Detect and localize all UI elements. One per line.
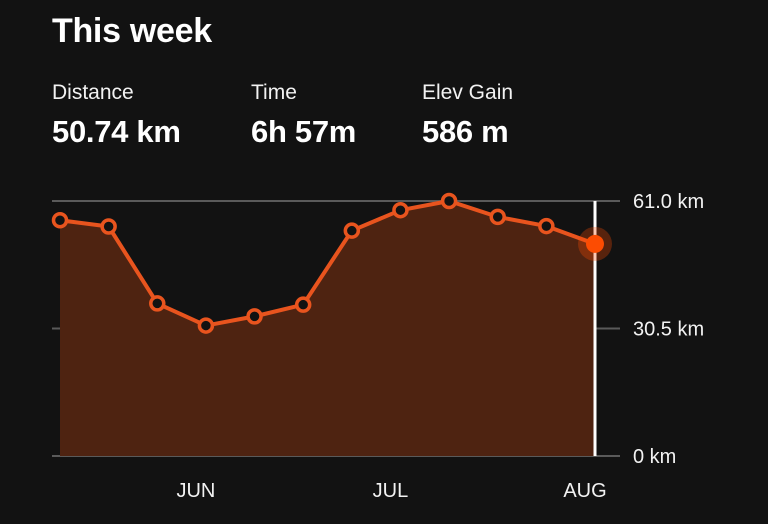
stat-time-value: 6h 57m [251, 114, 357, 149]
data-point[interactable] [51, 211, 69, 229]
stat-distance-value: 50.74 km [52, 114, 181, 149]
stat-elevation: Elev Gain 586 m [422, 80, 513, 150]
data-point[interactable] [197, 317, 215, 334]
stat-distance: Distance 50.74 km [52, 80, 181, 150]
stat-time: Time 6h 57m [251, 80, 356, 150]
y-tick-label: 61.0 km [633, 191, 704, 213]
data-point[interactable] [246, 308, 263, 325]
data-points [51, 192, 612, 334]
x-tick-label: AUG [563, 480, 606, 502]
y-axis-ticks: 61.0 km 30.5 km 0 km [633, 191, 704, 468]
data-point[interactable] [392, 201, 409, 219]
x-tick-label: JUL [373, 480, 409, 502]
data-point[interactable] [440, 192, 458, 210]
data-point[interactable] [149, 295, 166, 312]
area-fill [60, 201, 595, 456]
page-title: This week [52, 12, 212, 50]
stat-elevation-value: 586 m [422, 114, 509, 149]
data-point[interactable] [100, 218, 117, 235]
stat-elevation-label: Elev Gain [422, 81, 514, 104]
data-point[interactable] [538, 217, 555, 235]
data-point[interactable] [343, 222, 361, 239]
stat-distance-label: Distance [52, 81, 134, 104]
data-point[interactable] [294, 296, 312, 313]
x-axis-ticks: JUN JUL AUG [176, 480, 606, 502]
stat-time-label: Time [251, 81, 297, 104]
x-tick-label: JUN [176, 480, 215, 502]
current-data-point[interactable] [586, 234, 604, 253]
y-tick-label: 0 km [633, 446, 676, 468]
data-point[interactable] [489, 208, 506, 226]
y-tick-label: 30.5 km [633, 319, 704, 341]
